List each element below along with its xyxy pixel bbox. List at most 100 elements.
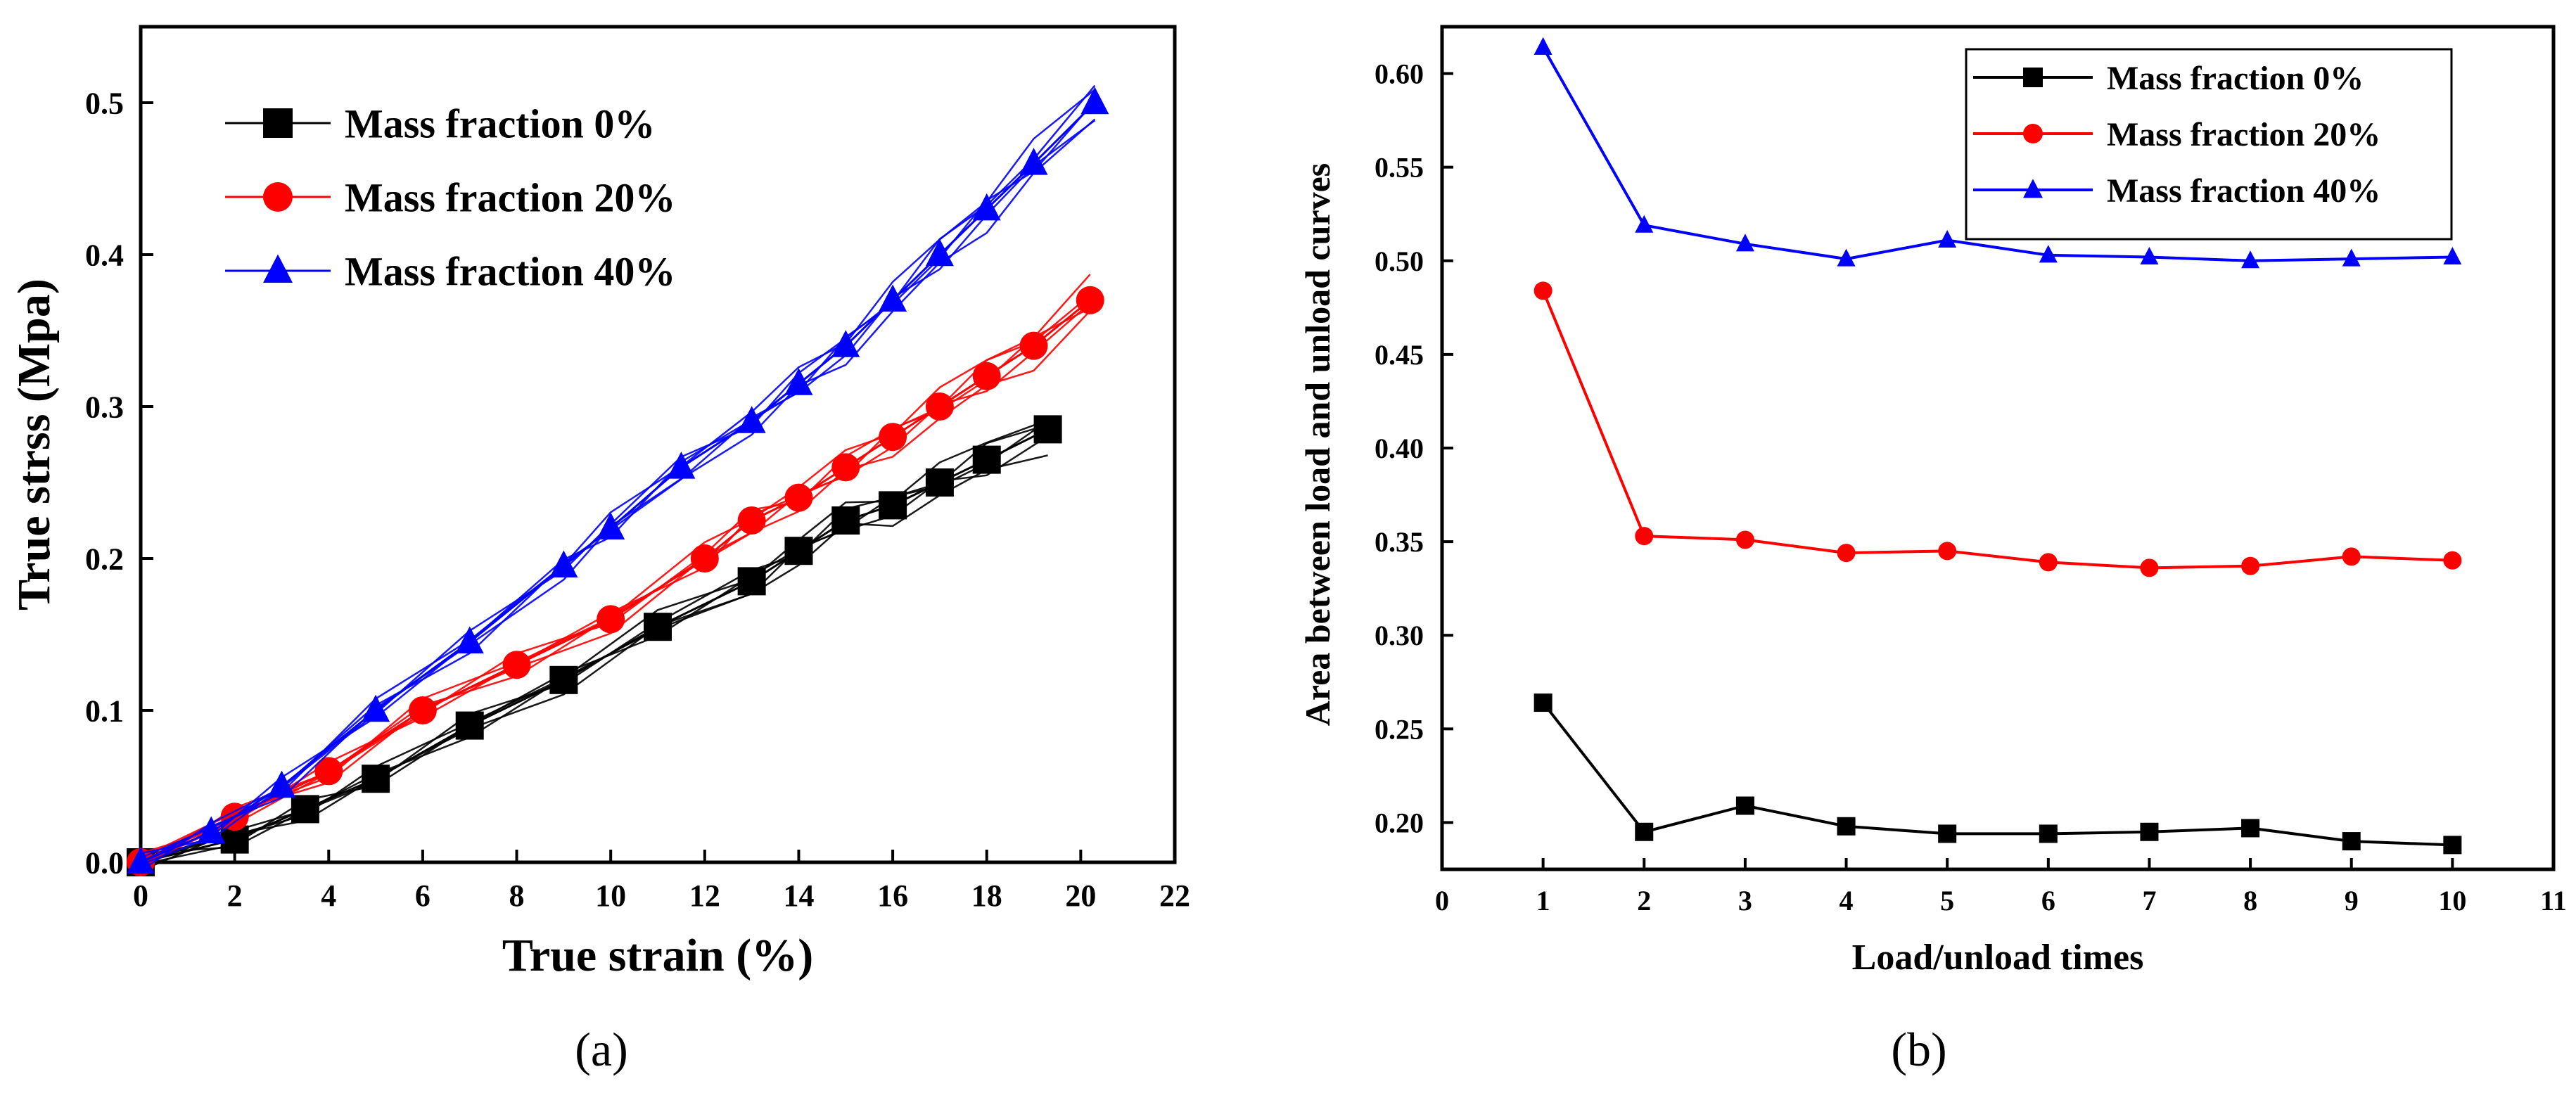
- x-tick-label: 1: [1536, 885, 1550, 916]
- y-tick-label: 0.4: [85, 238, 124, 272]
- x-tick-label: 18: [971, 878, 1002, 913]
- data-point: [1019, 331, 1048, 360]
- x-tick-label: 9: [2345, 885, 2359, 916]
- data-point: [1534, 37, 1552, 55]
- y-tick-label: 0.20: [1375, 807, 1424, 838]
- data-point: [2443, 246, 2462, 264]
- x-tick-label: 6: [2041, 885, 2055, 916]
- chart-a-series: [127, 84, 1109, 876]
- data-point: [1938, 229, 1957, 248]
- chart-b-x-ticks: 0 1 2 3 4 5 6 7 8 9 10 11: [1435, 858, 2567, 916]
- x-tick-label: 10: [595, 878, 626, 913]
- chart-b-series: [1534, 37, 2462, 855]
- legend-marker: [2023, 68, 2043, 87]
- data-point: [597, 605, 625, 634]
- x-tick-label: 12: [689, 878, 720, 913]
- x-tick-label: 10: [2438, 885, 2466, 916]
- data-point: [2140, 246, 2159, 264]
- data-point: [549, 550, 578, 577]
- chart-a-y-axis-label: True strss (Mpa): [8, 279, 60, 611]
- data-point: [1938, 824, 1957, 843]
- chart-b-y-ticks: 0.20 0.25 0.30 0.35 0.40 0.45 0.50 0.55 0.60: [1375, 58, 1453, 838]
- data-point: [1019, 148, 1048, 175]
- series-triangle: [1534, 37, 2462, 269]
- legend-label: Mass fraction 20%: [2107, 116, 2380, 153]
- chart-b-y-axis-label: Area between load and unload curves: [1298, 163, 1337, 727]
- series-loop-line: [140, 274, 1091, 859]
- data-point: [2039, 824, 2058, 843]
- x-tick-label: 2: [1637, 885, 1651, 916]
- data-point: [1534, 281, 1552, 300]
- data-point: [831, 330, 860, 357]
- series-loop-line: [140, 84, 1096, 872]
- data-point: [644, 613, 672, 641]
- y-tick-label: 0.2: [85, 542, 124, 576]
- data-point: [831, 453, 860, 482]
- legend-marker: [2023, 124, 2043, 143]
- data-point: [2443, 551, 2462, 570]
- data-point: [1735, 796, 1754, 815]
- legend-label: Mass fraction 0%: [2107, 60, 2364, 97]
- y-tick-label: 0.55: [1375, 152, 1424, 184]
- series-square: [1534, 693, 2462, 855]
- data-point: [925, 468, 954, 497]
- data-point: [1033, 415, 1062, 444]
- data-point: [2241, 250, 2260, 269]
- data-point: [879, 284, 907, 312]
- x-tick-label: 4: [321, 878, 336, 913]
- data-point: [2039, 245, 2058, 263]
- legend-label: Mass fraction 20%: [345, 174, 675, 220]
- series-line: [1542, 701, 2453, 847]
- chart-a-x-axis-label: True strain (%): [502, 930, 813, 981]
- data-point: [784, 368, 813, 395]
- chart-a-legend: Mass fraction 0% Mass fraction 20% Mass fr…: [225, 101, 675, 294]
- series-circle: [1534, 281, 2462, 577]
- x-tick-label: 22: [1159, 878, 1190, 913]
- y-tick-label: 0.45: [1375, 339, 1424, 371]
- y-tick-label: 0.3: [85, 390, 124, 424]
- data-point: [879, 491, 907, 520]
- data-point: [455, 711, 484, 740]
- legend-box: [1965, 48, 2453, 241]
- x-tick-label: 0: [133, 878, 148, 913]
- data-point: [667, 452, 696, 479]
- x-tick-label: 7: [2142, 885, 2156, 916]
- legend-marker: [263, 108, 293, 138]
- data-point: [2342, 547, 2361, 566]
- data-point: [1635, 215, 1654, 233]
- data-point: [737, 567, 766, 596]
- data-point: [1837, 817, 1856, 836]
- x-tick-label: 0: [1435, 885, 1449, 916]
- data-point: [1534, 693, 1552, 712]
- data-point: [314, 757, 343, 786]
- chart-a-x-ticks: 0 2 4 6 8 10 12 14 16 18 20 22: [133, 850, 1190, 913]
- data-point: [597, 512, 625, 539]
- data-point: [2241, 556, 2260, 575]
- chart-a-caption: (a): [575, 1023, 627, 1076]
- x-tick-label: 8: [509, 878, 525, 913]
- data-point: [549, 665, 578, 694]
- x-tick-label: 20: [1065, 878, 1096, 913]
- y-tick-label: 0.35: [1375, 526, 1424, 558]
- data-point: [690, 544, 719, 573]
- data-point: [1938, 542, 1957, 561]
- data-point: [1837, 544, 1856, 563]
- data-point: [362, 765, 390, 793]
- chart-b-x-axis-label: Load/unload times: [1852, 938, 2144, 978]
- chart-a-true-stress-strain: 0 2 4 6 8 10 12 14 16 18 20 22 0.0 0.1 0.2 0.3 0.4 0.5 M…: [8, 25, 1190, 1076]
- chart-b-caption: (b): [1891, 1023, 1946, 1076]
- x-tick-label: 6: [415, 878, 431, 913]
- x-tick-label: 8: [2243, 885, 2257, 916]
- data-point: [784, 483, 813, 512]
- chart-b-area-between-curves: 0 1 2 3 4 5 6 7 8 9 10 11 0.200.250.300.350.400.450…: [1298, 25, 2567, 1076]
- data-point: [1837, 248, 1856, 267]
- legend-label: Mass fraction 40%: [345, 248, 675, 294]
- data-point: [1735, 530, 1754, 549]
- series-loop-line: [140, 302, 1091, 855]
- data-point: [362, 694, 390, 722]
- data-point: [2443, 836, 2462, 855]
- x-tick-label: 3: [1738, 885, 1752, 916]
- x-tick-label: 4: [1839, 885, 1854, 916]
- y-tick-label: 0.30: [1375, 620, 1424, 651]
